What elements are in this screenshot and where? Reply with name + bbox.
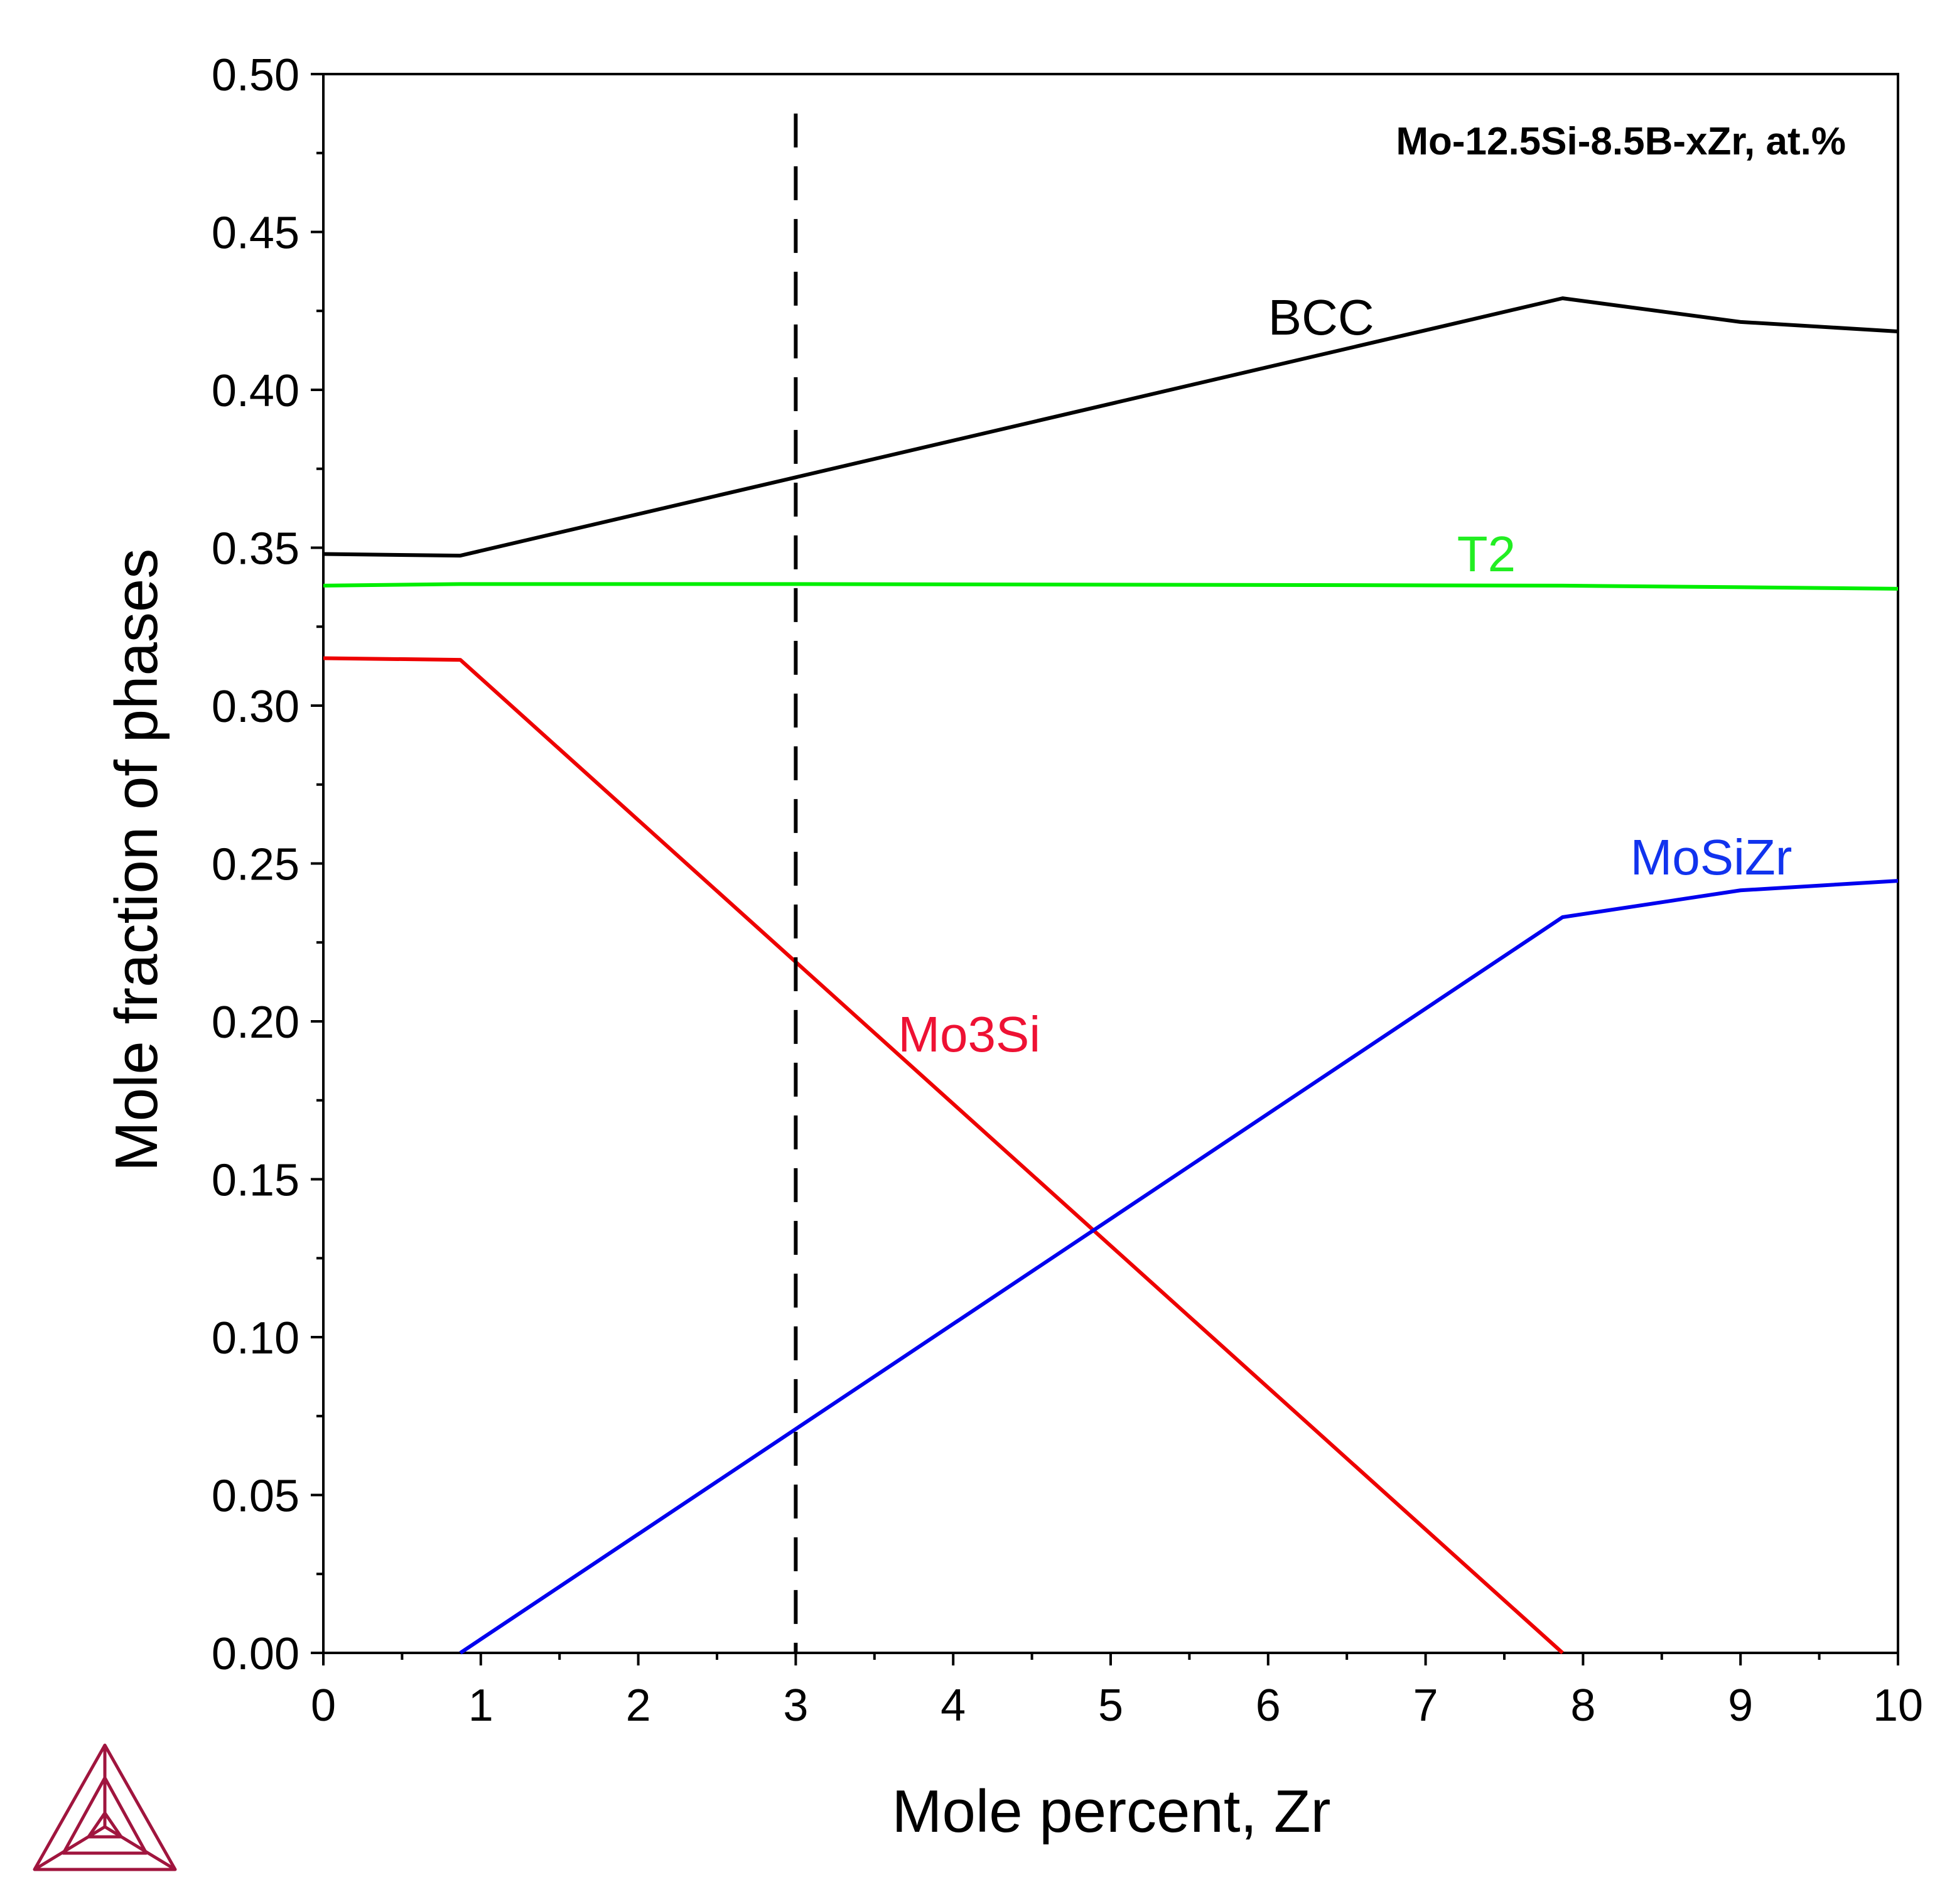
y-tick-label: 0.10 (212, 1313, 299, 1363)
chart-annotation: Mo-12.5Si-8.5B-xZr, at.% (1396, 120, 1846, 163)
x-axis-title: Mole percent, Zr (892, 1778, 1331, 1845)
series-line-mo3si (323, 656, 1564, 1655)
series-label-t2: T2 (1457, 526, 1516, 582)
y-tick-label: 0.45 (212, 208, 299, 259)
y-tick-label: 0.15 (212, 1156, 299, 1206)
series-line-mosizr (459, 879, 1899, 1655)
series-line-t2 (323, 582, 1899, 591)
y-tick-label: 0.00 (212, 1629, 299, 1679)
thermo-calc-logo-icon (33, 1743, 177, 1871)
y-tick-label: 0.30 (212, 682, 299, 732)
x-tick-label: 8 (1570, 1681, 1595, 1731)
series-line-bcc (323, 296, 1899, 558)
x-tick-label: 3 (783, 1681, 808, 1731)
series-label-bcc: BCC (1268, 289, 1374, 345)
x-tick-label: 9 (1728, 1681, 1753, 1731)
y-tick-label: 0.20 (212, 998, 299, 1048)
x-tick-label: 6 (1256, 1681, 1281, 1731)
axis-ticks: 0 1 2 3 4 5 6 7 8 9 10 0.00 0.05 0.10 0.15 0.20 0.25 0.30… (212, 50, 1923, 1731)
series-label-mosizr: MoSiZr (1631, 829, 1793, 885)
y-tick-label: 0.05 (212, 1471, 299, 1522)
y-tick-label: 0.25 (212, 840, 299, 890)
x-tick-label: 5 (1098, 1681, 1123, 1731)
x-tick-label: 0 (311, 1681, 336, 1731)
x-tick-label: 1 (468, 1681, 493, 1731)
y-tick-label: 0.40 (212, 366, 299, 416)
x-tick-label: 2 (626, 1681, 651, 1731)
y-axis-title: Mole fraction of phases (103, 549, 170, 1172)
x-tick-label: 4 (941, 1681, 966, 1731)
x-tick-label: 7 (1413, 1681, 1438, 1731)
y-tick-label: 0.50 (212, 50, 299, 100)
series-lines (323, 113, 1899, 1655)
series-label-mo3si: Mo3Si (898, 1006, 1040, 1062)
x-tick-label: 10 (1873, 1681, 1923, 1731)
series-labels: BCC T2 Mo3Si MoSiZr (898, 289, 1792, 1062)
y-tick-label: 0.35 (212, 524, 299, 574)
